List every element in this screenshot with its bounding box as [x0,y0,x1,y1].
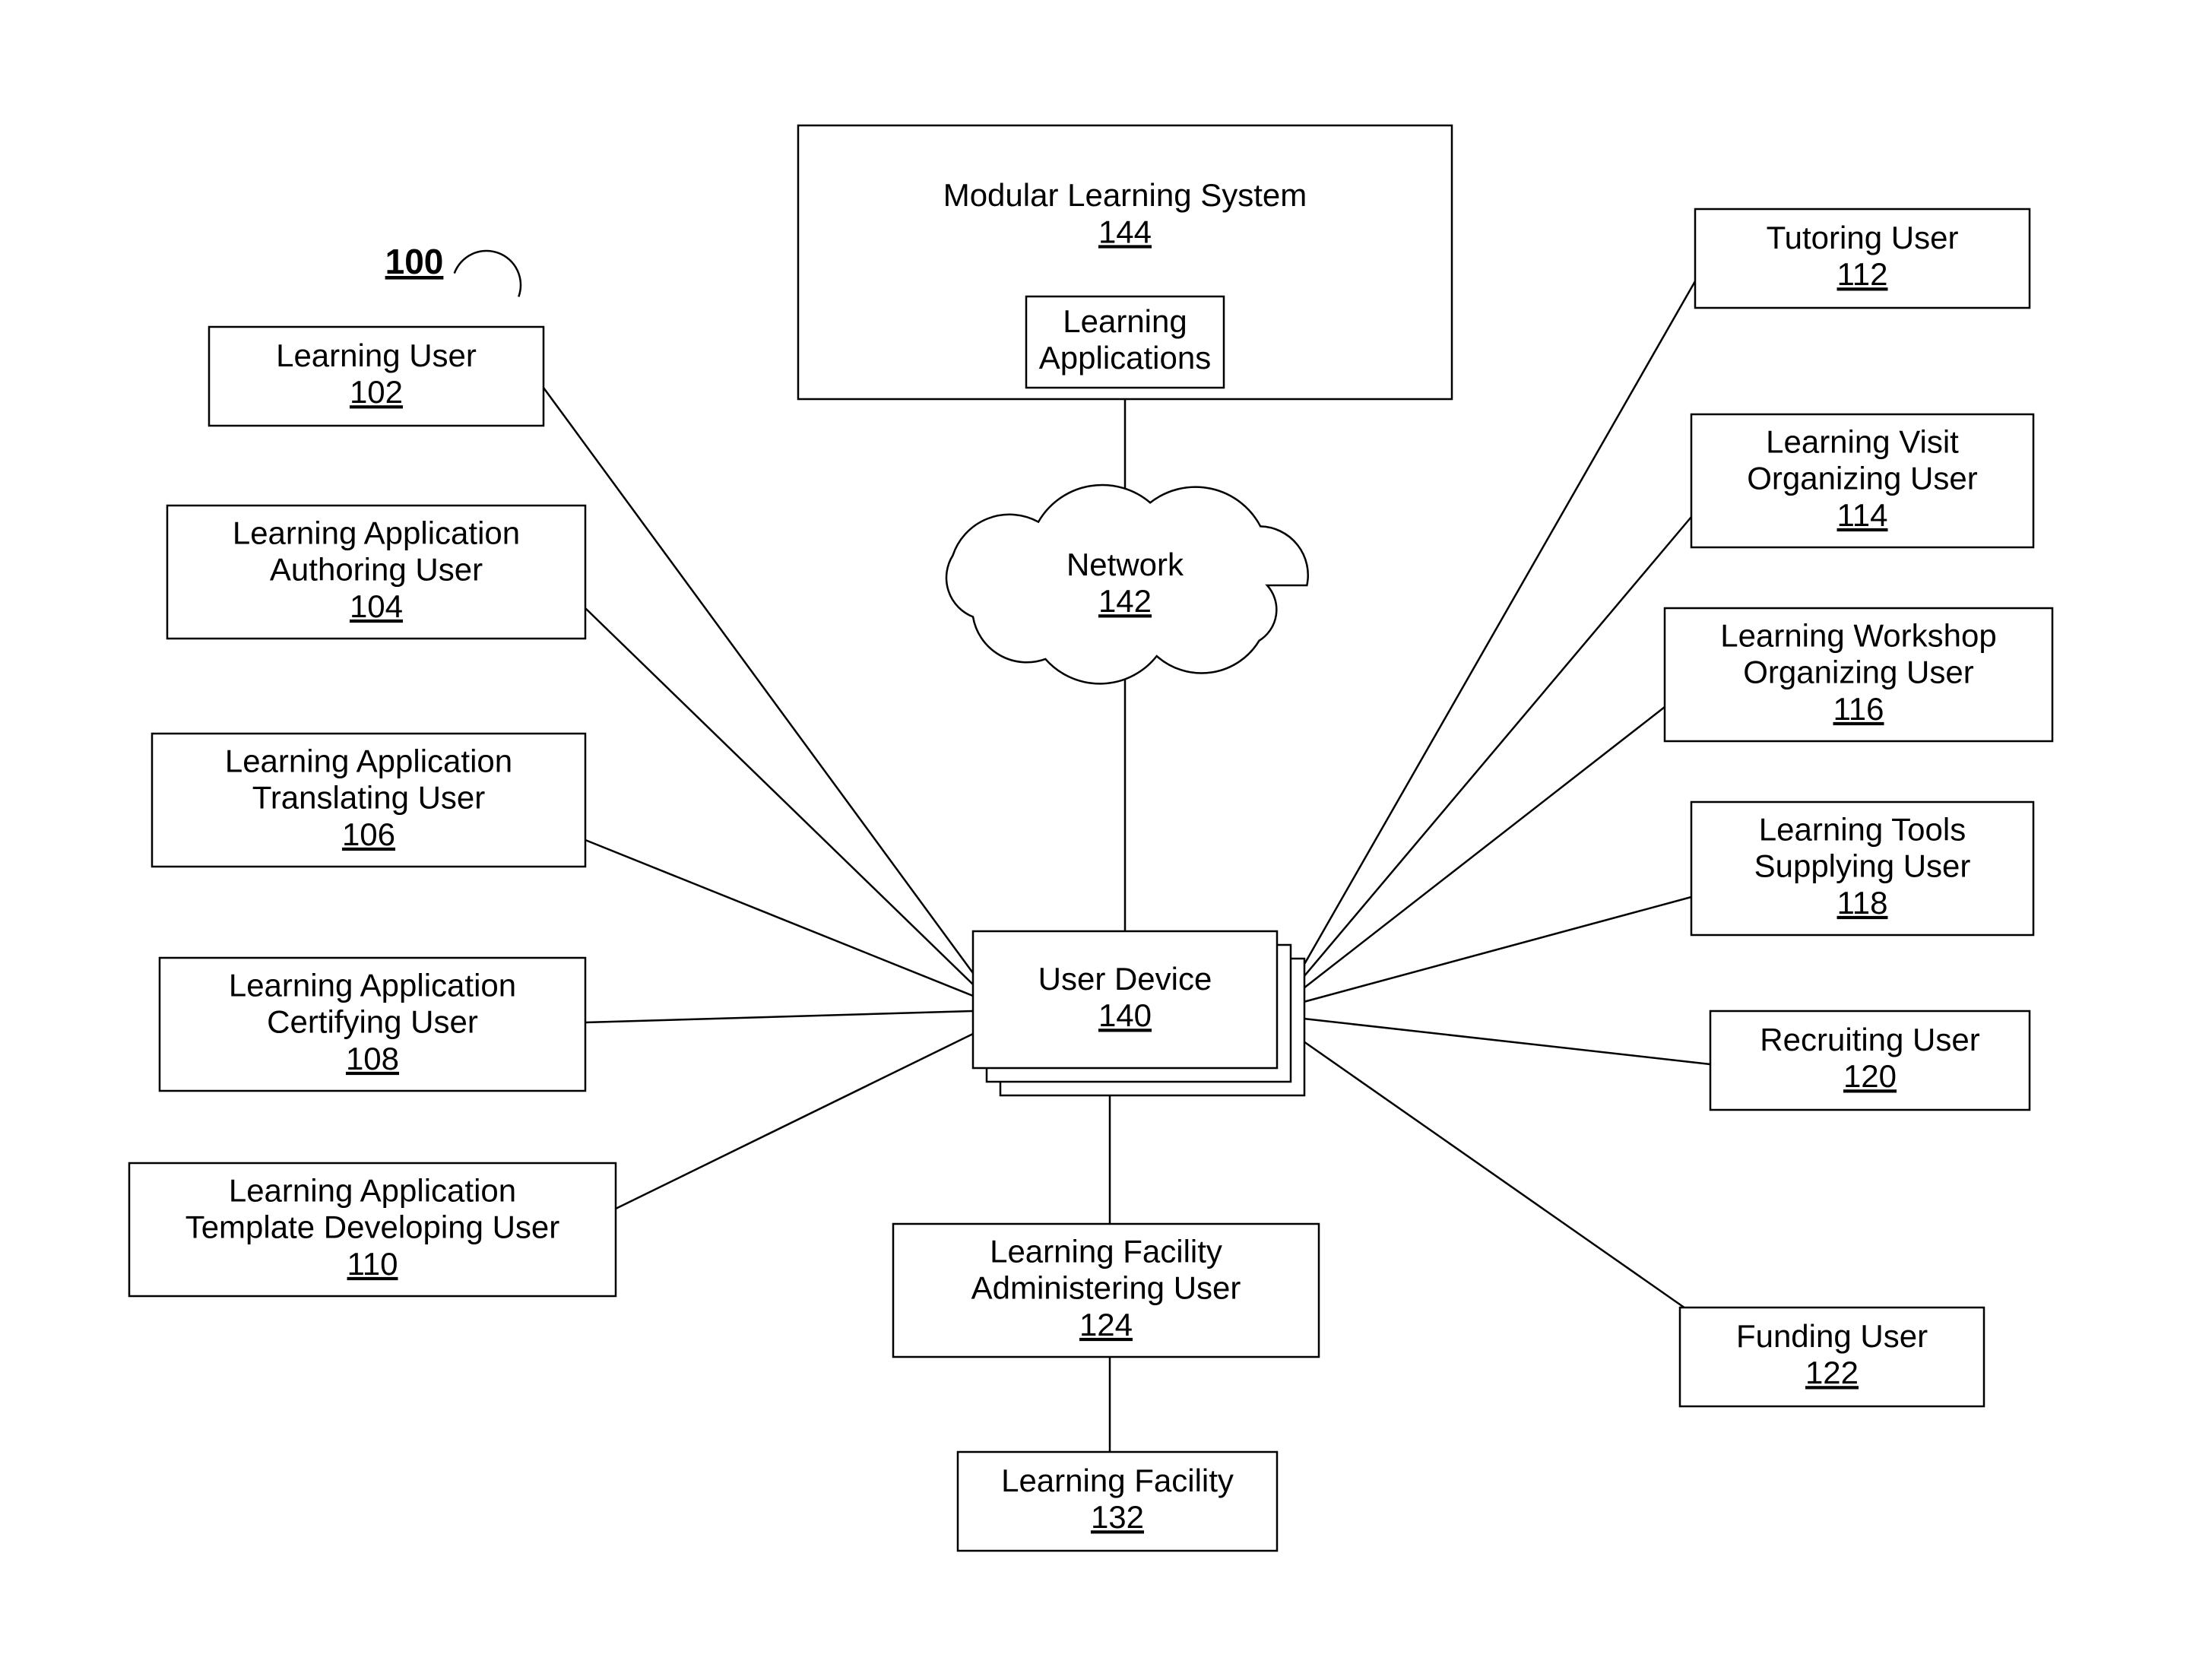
label-left_110-0: Learning Application [229,1172,516,1208]
label-mls-0: Modular Learning System [943,177,1307,213]
ref-device: 140 [1098,997,1152,1033]
label-left_104-0: Learning Application [233,515,520,550]
label-right_118-1: Supplying User [1754,848,1971,884]
ref-left_102: 102 [350,374,403,410]
label-left_106-1: Translating User [252,780,486,816]
ref-left_110: 110 [347,1246,398,1282]
ref-right_122: 122 [1805,1355,1859,1390]
node-right_116: Learning WorkshopOrganizing User116 [1665,608,2052,741]
edge-right_114-device [1304,517,1691,977]
node-admin: Learning FacilityAdministering User124 [893,1224,1319,1357]
edge-right_116-device [1304,707,1665,988]
edge-left_106-device [585,840,973,996]
label-right_122-0: Funding User [1736,1318,1928,1354]
label-device-0: User Device [1038,961,1212,997]
node-left_108: Learning ApplicationCertifying User108 [160,958,585,1091]
node-left_104: Learning ApplicationAuthoring User104 [167,506,585,639]
label-apps-0: Learning [1063,303,1187,339]
label-right_116-0: Learning Workshop [1720,617,1996,653]
edge-left_104-device [585,608,973,984]
ref-left_108: 108 [346,1041,399,1076]
label-admin-0: Learning Facility [990,1233,1222,1269]
edge-right_120-device [1304,1019,1710,1064]
label-right_114-1: Organizing User [1747,461,1977,496]
label-left_108-0: Learning Application [229,967,516,1003]
ref-network: 142 [1098,583,1152,619]
node-device: User Device140 [973,931,1304,1095]
ref-admin: 124 [1079,1307,1133,1342]
ref-right_112: 112 [1837,256,1888,292]
node-right_120: Recruiting User120 [1710,1011,2030,1110]
node-apps: LearningApplications [1026,296,1224,388]
label-facility-0: Learning Facility [1001,1463,1234,1498]
ref-mls: 144 [1098,214,1152,249]
node-right_122: Funding User122 [1680,1308,1984,1406]
label-left_106-0: Learning Application [225,743,512,778]
edge-left_102-device [543,388,973,973]
ref-right_116: 116 [1833,691,1884,727]
node-right_114: Learning VisitOrganizing User114 [1691,414,2033,547]
edge-right_118-device [1304,897,1691,1002]
label-right_118-0: Learning Tools [1759,811,1966,847]
label-left_108-1: Certifying User [267,1004,478,1040]
label-right_116-1: Organizing User [1743,655,1973,690]
node-right_118: Learning ToolsSupplying User118 [1691,802,2033,935]
node-network: Network142 [946,485,1308,683]
node-facility: Learning Facility132 [958,1452,1277,1551]
ref-right_114: 114 [1837,497,1888,533]
ref-right_118: 118 [1837,885,1888,921]
node-left_110: Learning ApplicationTemplate Developing … [129,1163,616,1296]
label-left_110-1: Template Developing User [185,1209,560,1245]
figure-number: 100 [385,242,444,281]
label-right_114-0: Learning Visit [1766,423,1959,459]
figure-number-arc [455,251,521,296]
node-left_106: Learning ApplicationTranslating User106 [152,734,585,867]
label-left_104-1: Authoring User [270,552,483,588]
label-apps-1: Applications [1039,340,1211,376]
edge-right_122-device [1304,1041,1695,1315]
label-left_102-0: Learning User [276,338,477,373]
ref-left_104: 104 [350,588,403,624]
node-left_102: Learning User102 [209,327,543,426]
ref-right_120: 120 [1843,1058,1897,1094]
label-right_112-0: Tutoring User [1767,220,1959,255]
node-right_112: Tutoring User112 [1695,209,2030,308]
label-right_120-0: Recruiting User [1760,1022,1979,1057]
label-admin-1: Administering User [971,1270,1241,1306]
ref-facility: 132 [1091,1499,1144,1535]
label-network-0: Network [1066,547,1184,582]
edge-left_108-device [585,1011,973,1022]
edge-left_110-device [616,1034,973,1209]
ref-left_106: 106 [342,816,395,852]
